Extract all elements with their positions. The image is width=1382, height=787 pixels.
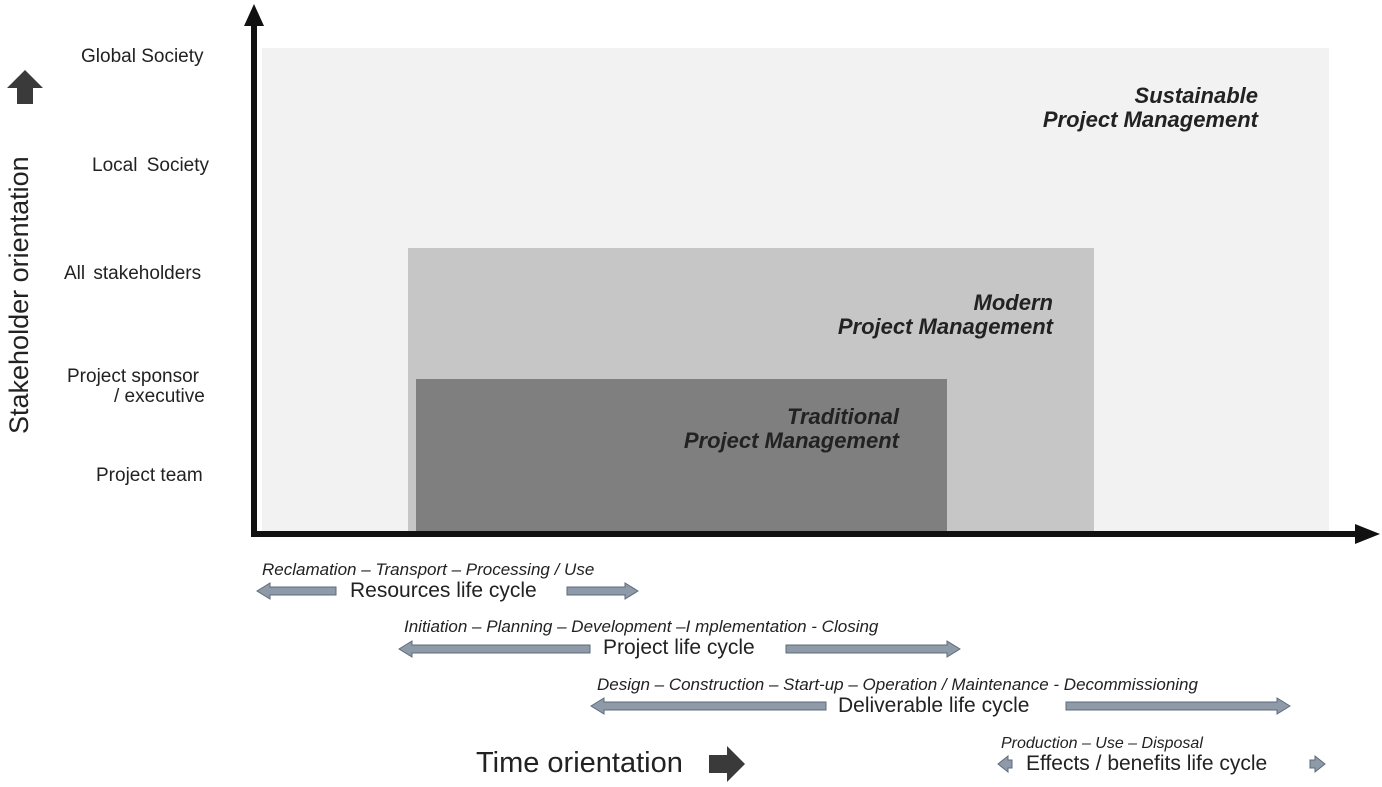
effects-label: Effects / benefits life cycle: [1026, 752, 1268, 775]
traditional-label-line1: Traditional: [786, 404, 899, 429]
deliverable-label: Deliverable life cycle: [838, 694, 1030, 717]
resources-left-arrow: [256, 582, 337, 600]
sustainable-label-line1: Sustainable: [1134, 83, 1258, 108]
y-level-executive: / executive: [114, 386, 205, 407]
resources-right-arrow: [566, 582, 639, 600]
project-left-arrow: [398, 640, 591, 658]
y-axis-arrowhead: [244, 4, 264, 26]
deliverable-left-arrow: [590, 697, 827, 715]
modern-label-line1: Modern: [973, 290, 1053, 315]
deliverable-right-arrow: [1065, 697, 1291, 715]
project-phases: Initiation – Planning – Development –I m…: [404, 617, 879, 636]
modern-label-line2: Project Management: [837, 314, 1053, 339]
x-axis-block-arrow-icon: [709, 746, 745, 782]
modern-label: Modern Project Management: [838, 291, 1053, 339]
effects-right-arrow: [1309, 754, 1326, 774]
y-axis-block-arrow-icon: [7, 70, 43, 104]
effects-phases: Production – Use – Disposal: [1001, 735, 1203, 752]
effects-left-arrow: [997, 754, 1013, 774]
traditional-label-line2: Project Management: [683, 428, 899, 453]
sustainable-label: Sustainable Project Management: [1043, 84, 1258, 132]
y-level-local-society: Local Society: [92, 155, 210, 176]
x-axis-arrowhead: [1355, 524, 1380, 544]
x-axis-title: Time orientation: [476, 747, 683, 779]
y-level-all-stakeholders: All stakeholders: [64, 263, 202, 284]
deliverable-phases: Design – Construction – Start-up – Opera…: [597, 675, 1198, 694]
y-level-global-society: Global Society: [81, 46, 204, 67]
traditional-label: Traditional Project Management: [684, 405, 899, 453]
y-level-project-sponsor: Project sponsor: [67, 366, 200, 387]
project-label: Project life cycle: [603, 636, 755, 659]
traditional-region: [416, 379, 947, 532]
project-right-arrow: [785, 640, 961, 658]
resources-label: Resources life cycle: [350, 579, 537, 602]
sustainable-label-line2: Project Management: [1042, 107, 1258, 132]
resources-phases: Reclamation – Transport – Processing / U…: [262, 560, 595, 579]
y-level-project-team: Project team: [96, 465, 203, 486]
